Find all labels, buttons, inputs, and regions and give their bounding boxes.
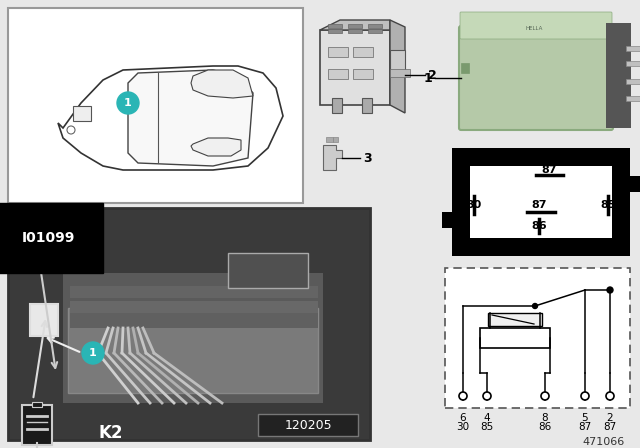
- Circle shape: [581, 392, 589, 400]
- Bar: [488, 313, 542, 326]
- Text: 87: 87: [579, 422, 591, 432]
- Circle shape: [67, 126, 75, 134]
- Bar: [328, 24, 342, 28]
- Bar: [258, 414, 358, 436]
- Bar: [348, 29, 362, 33]
- Bar: [8, 208, 370, 440]
- Text: HELLA: HELLA: [525, 26, 543, 30]
- Bar: [480, 328, 550, 348]
- Bar: [348, 24, 362, 28]
- Polygon shape: [323, 145, 342, 170]
- Bar: [626, 46, 640, 51]
- FancyBboxPatch shape: [459, 26, 613, 130]
- Bar: [320, 30, 390, 105]
- Bar: [228, 253, 308, 288]
- Polygon shape: [191, 70, 253, 98]
- Circle shape: [483, 392, 491, 400]
- Text: 86: 86: [538, 422, 552, 432]
- Bar: [470, 166, 612, 238]
- Bar: [630, 176, 640, 192]
- Text: 86: 86: [531, 221, 547, 231]
- Polygon shape: [191, 138, 241, 156]
- Bar: [328, 29, 342, 33]
- Circle shape: [607, 287, 613, 293]
- Bar: [461, 63, 469, 73]
- Text: 30: 30: [467, 200, 482, 210]
- Text: 6: 6: [460, 413, 467, 423]
- Text: 85: 85: [600, 200, 616, 210]
- Text: 87: 87: [604, 422, 616, 432]
- Bar: [445, 268, 630, 408]
- Polygon shape: [320, 20, 390, 30]
- Circle shape: [541, 392, 549, 400]
- Circle shape: [117, 92, 139, 114]
- Text: 87: 87: [531, 200, 547, 210]
- Text: 471066: 471066: [583, 437, 625, 447]
- Bar: [442, 212, 452, 228]
- Bar: [390, 69, 410, 77]
- Bar: [326, 137, 333, 142]
- Bar: [353, 69, 373, 79]
- Bar: [368, 29, 382, 33]
- Bar: [626, 96, 640, 101]
- Text: 1: 1: [423, 72, 432, 85]
- Text: 2: 2: [428, 69, 436, 82]
- Bar: [30, 304, 58, 336]
- Text: 5: 5: [582, 413, 588, 423]
- Bar: [333, 137, 338, 142]
- Text: I01099: I01099: [22, 231, 76, 245]
- Bar: [22, 405, 52, 445]
- Bar: [368, 24, 382, 28]
- Text: 1: 1: [124, 98, 132, 108]
- Bar: [32, 402, 42, 407]
- Text: 120205: 120205: [284, 418, 332, 431]
- Text: 2: 2: [607, 413, 613, 423]
- Bar: [63, 273, 323, 403]
- Bar: [606, 23, 631, 128]
- Circle shape: [606, 392, 614, 400]
- Bar: [452, 148, 630, 256]
- Bar: [70, 301, 318, 313]
- Text: 87: 87: [541, 165, 557, 175]
- Bar: [68, 308, 318, 393]
- Polygon shape: [390, 20, 405, 113]
- Bar: [390, 50, 405, 70]
- Bar: [332, 98, 342, 113]
- Text: 1: 1: [89, 348, 97, 358]
- Bar: [626, 61, 640, 66]
- Bar: [353, 47, 373, 57]
- Circle shape: [82, 342, 104, 364]
- Bar: [70, 286, 318, 298]
- Text: 30: 30: [456, 422, 470, 432]
- FancyBboxPatch shape: [460, 12, 612, 39]
- Circle shape: [459, 392, 467, 400]
- Text: K2: K2: [98, 424, 122, 442]
- Bar: [362, 98, 372, 113]
- Text: 85: 85: [481, 422, 493, 432]
- Bar: [70, 313, 318, 328]
- Bar: [328, 69, 348, 79]
- Bar: [328, 47, 348, 57]
- Text: 4: 4: [484, 413, 490, 423]
- Bar: [8, 8, 303, 203]
- Polygon shape: [58, 66, 283, 170]
- Text: 3: 3: [363, 151, 372, 164]
- Text: 8: 8: [541, 413, 548, 423]
- Circle shape: [532, 303, 538, 309]
- Bar: [73, 106, 91, 121]
- Bar: [626, 79, 640, 84]
- Polygon shape: [128, 70, 253, 166]
